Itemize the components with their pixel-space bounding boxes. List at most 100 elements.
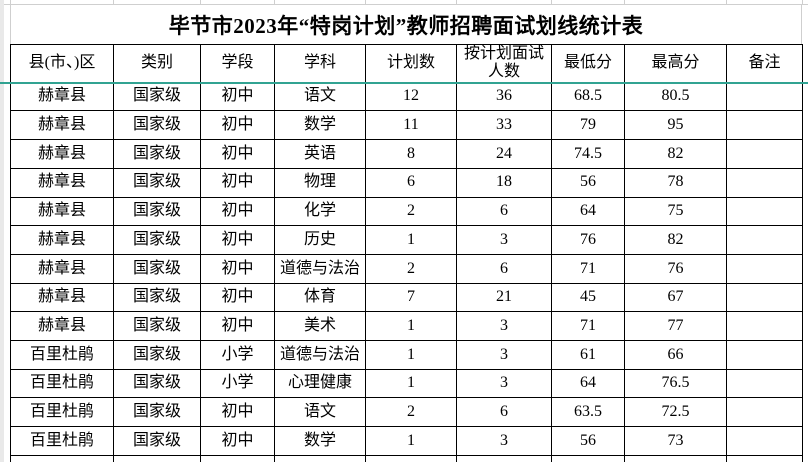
table-cell: 95 bbox=[624, 110, 727, 141]
gridline-stub bbox=[456, 0, 457, 4]
table-cell: 国家级 bbox=[113, 368, 201, 399]
freeze-pane-line bbox=[0, 82, 808, 84]
table-cell: 75 bbox=[624, 196, 727, 227]
table-row: 赫章县 国家级 初中 化学 2 6 64 75 bbox=[10, 196, 803, 227]
table-cell: 国家级 bbox=[113, 167, 201, 198]
table-cell: 初中 bbox=[200, 311, 275, 341]
table-cell: 赫章县 bbox=[10, 110, 114, 141]
table-cell: 79 bbox=[551, 110, 625, 141]
table-cell: 66 bbox=[624, 339, 727, 370]
table-cell: 82 bbox=[624, 225, 727, 255]
table-cell: 初中 bbox=[200, 196, 275, 227]
table-cell bbox=[726, 81, 803, 112]
table-cell: 百里杜鹃 bbox=[10, 397, 114, 428]
page-title: 毕节市2023年“特岗计划”教师招聘面试划线统计表 bbox=[10, 5, 802, 44]
table-cell: 45 bbox=[551, 282, 625, 313]
table-cell: 6 bbox=[456, 253, 552, 284]
table-cell bbox=[726, 167, 803, 198]
table-row: 赫章县 国家级 初中 语文 12 36 68.5 80.5 bbox=[10, 81, 803, 112]
table-cell: 道德与法治 bbox=[274, 253, 366, 284]
table-cell: 国家级 bbox=[113, 81, 201, 112]
table-cell bbox=[726, 368, 803, 399]
table-cell: 国家级 bbox=[113, 282, 201, 313]
gridline-stub bbox=[551, 0, 552, 4]
table-cell bbox=[551, 454, 625, 462]
table-cell bbox=[726, 225, 803, 255]
table-cell: 数学 bbox=[274, 110, 366, 141]
table-cell: 赫章县 bbox=[10, 225, 114, 255]
table-cell: 1 bbox=[365, 225, 457, 255]
table-cell: 历史 bbox=[274, 225, 366, 255]
table-row: 百里杜鹃 国家级 小学 心理健康 1 3 64 76.5 bbox=[10, 368, 803, 399]
table-cell: 初中 bbox=[200, 253, 275, 284]
table-cell: 6 bbox=[365, 167, 457, 198]
table-cell bbox=[274, 454, 366, 462]
gridline-stub bbox=[726, 0, 727, 4]
table-row: 赫章县 国家级 初中 道德与法治 2 6 71 76 bbox=[10, 253, 803, 284]
table-cell bbox=[726, 339, 803, 370]
table-cell: 76 bbox=[551, 225, 625, 255]
table-cell bbox=[726, 139, 803, 169]
table-cell: 语文 bbox=[274, 397, 366, 428]
table-cell: 赫章县 bbox=[10, 139, 114, 169]
table-cell: 76.5 bbox=[624, 368, 727, 399]
table-cell: 初中 bbox=[200, 397, 275, 428]
table-cell: 初中 bbox=[200, 167, 275, 198]
table-cell: 化学 bbox=[274, 196, 366, 227]
table-cell: 百里杜鹃 bbox=[10, 339, 114, 370]
table-cell bbox=[365, 454, 457, 462]
table-cell bbox=[726, 196, 803, 227]
gridline-horizontal bbox=[4, 4, 808, 5]
table-cell: 6 bbox=[456, 397, 552, 428]
table-cell: 24 bbox=[456, 139, 552, 169]
table-cell: 赫章县 bbox=[10, 167, 114, 198]
table-cell: 赫章县 bbox=[10, 282, 114, 313]
table-row: 赫章县 国家级 初中 物理 6 18 56 78 bbox=[10, 167, 803, 198]
table-cell: 物理 bbox=[274, 167, 366, 198]
table-cell: 数学 bbox=[274, 426, 366, 456]
table-cell: 3 bbox=[456, 368, 552, 399]
table-cell: 80.5 bbox=[624, 81, 727, 112]
table-cell: 国家级 bbox=[113, 139, 201, 169]
table-cell bbox=[113, 454, 201, 462]
table-cell: 英语 bbox=[274, 139, 366, 169]
table-cell: 体育 bbox=[274, 282, 366, 313]
table-cell: 36 bbox=[456, 81, 552, 112]
table-cell: 78 bbox=[624, 167, 727, 198]
table-cell: 21 bbox=[456, 282, 552, 313]
gridline-stub bbox=[802, 0, 803, 4]
table-row: 赫章县 国家级 初中 数学 11 33 79 95 bbox=[10, 110, 803, 141]
table-cell: 61 bbox=[551, 339, 625, 370]
table-cell: 82 bbox=[624, 139, 727, 169]
header-max-score: 最高分 bbox=[624, 44, 727, 83]
table-cell: 赫章县 bbox=[10, 81, 114, 112]
table-cell: 3 bbox=[456, 426, 552, 456]
table-cell: 初中 bbox=[200, 282, 275, 313]
header-interview-count: 按计划面试人数 bbox=[456, 44, 552, 83]
header-county: 县(市、)区 bbox=[10, 44, 114, 83]
table-cell: 8 bbox=[365, 139, 457, 169]
table-cell bbox=[726, 397, 803, 428]
table-cell: 63.5 bbox=[551, 397, 625, 428]
header-min-score: 最低分 bbox=[551, 44, 625, 83]
table-cell: 1 bbox=[365, 339, 457, 370]
table-cell: 小学 bbox=[200, 339, 275, 370]
table-cell: 国家级 bbox=[113, 196, 201, 227]
table-cell: 美术 bbox=[274, 311, 366, 341]
table-cell: 6 bbox=[456, 196, 552, 227]
table-cell: 72.5 bbox=[624, 397, 727, 428]
table-cell bbox=[726, 426, 803, 456]
left-edge-strip bbox=[0, 0, 4, 462]
table-cell bbox=[726, 454, 803, 462]
table-cell: 国家级 bbox=[113, 225, 201, 255]
table-row: 赫章县 国家级 初中 美术 1 3 71 77 bbox=[10, 311, 803, 341]
table-cell: 百里杜鹃 bbox=[10, 426, 114, 456]
table-cell: 初中 bbox=[200, 426, 275, 456]
table-cell: 71 bbox=[551, 311, 625, 341]
table-cell: 18 bbox=[456, 167, 552, 198]
table-cell: 赫章县 bbox=[10, 253, 114, 284]
table-row: 赫章县 国家级 初中 英语 8 24 74.5 82 bbox=[10, 139, 803, 169]
table-cell: 百里杜鹃 bbox=[10, 368, 114, 399]
gridline-stub bbox=[200, 0, 201, 4]
